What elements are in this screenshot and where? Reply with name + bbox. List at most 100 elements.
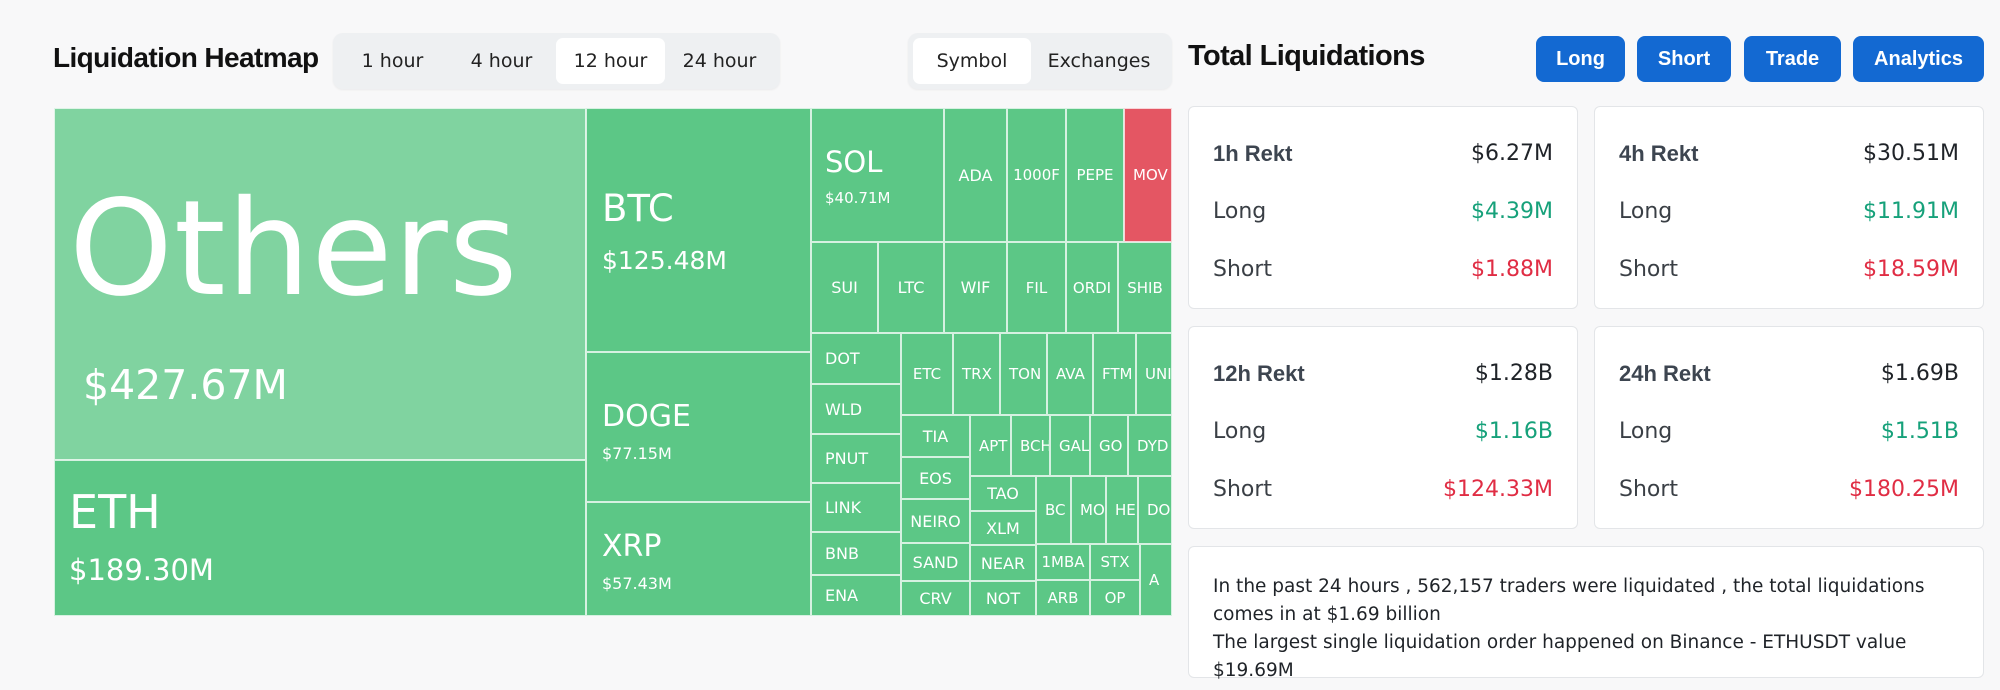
heatmap-tile-near[interactable]: NEAR bbox=[970, 545, 1036, 581]
heatmap-tile-ena[interactable]: ENA bbox=[811, 575, 901, 616]
heatmap-tile-uni[interactable]: UNI bbox=[1136, 333, 1172, 415]
heatmap-tile-link[interactable]: LINK bbox=[811, 483, 901, 532]
tile-value: $57.43M bbox=[602, 574, 672, 593]
long-label: Long bbox=[1213, 419, 1267, 444]
heatmap-tile-xlm[interactable]: XLM bbox=[970, 511, 1036, 545]
long-value: $1.51B bbox=[1880, 419, 1959, 444]
analytics-button[interactable]: Analytics bbox=[1853, 36, 1984, 82]
summary-line-2: The largest single liquidation order hap… bbox=[1213, 632, 1907, 681]
heatmap-tile-arb[interactable]: ARB bbox=[1036, 580, 1090, 616]
heatmap-tile-op[interactable]: OP bbox=[1090, 580, 1140, 616]
heatmap-tile-trx[interactable]: TRX bbox=[953, 333, 1000, 415]
heatmap-tile-eos[interactable]: EOS bbox=[901, 457, 970, 499]
heatmap-tile-others[interactable]: Others $427.67M bbox=[54, 108, 586, 460]
tile-symbol: XLM bbox=[986, 518, 1020, 538]
tile-symbol: WLD bbox=[825, 399, 863, 419]
tab-exchanges[interactable]: Exchanges bbox=[1047, 50, 1151, 72]
heatmap-tile-bch[interactable]: BCH bbox=[1011, 415, 1050, 476]
heatmap-tile-eth[interactable]: ETH $189.30M bbox=[54, 460, 586, 616]
tile-symbol: CRV bbox=[919, 589, 952, 608]
long-value: $11.91M bbox=[1863, 199, 1959, 224]
tile-symbol: TAO bbox=[987, 484, 1019, 503]
tab-1-hour[interactable]: 1 hour bbox=[361, 50, 424, 72]
heatmap-tile-he[interactable]: HE bbox=[1106, 476, 1138, 544]
tile-symbol: LTC bbox=[897, 278, 925, 297]
heatmap-tile-pepe[interactable]: PEPE bbox=[1066, 108, 1124, 242]
tab-24-hour[interactable]: 24 hour bbox=[682, 50, 757, 72]
short-button[interactable]: Short bbox=[1637, 36, 1731, 82]
heatmap-tile-sui[interactable]: SUI bbox=[811, 242, 878, 333]
tile-symbol: MO bbox=[1080, 501, 1105, 519]
heatmap-tile-dot[interactable]: DOT bbox=[811, 333, 901, 384]
heatmap-tile-ton[interactable]: TON bbox=[1000, 333, 1047, 415]
heatmap-tile-ftm[interactable]: FTM bbox=[1093, 333, 1136, 415]
heatmap-tile-ordi[interactable]: ORDI bbox=[1066, 242, 1118, 333]
tile-symbol: FTM bbox=[1102, 365, 1133, 383]
tile-symbol: SUI bbox=[831, 278, 858, 297]
heatmap-tile-pnut[interactable]: PNUT bbox=[811, 434, 901, 483]
heatmap-tile-tao[interactable]: TAO bbox=[970, 476, 1036, 511]
heatmap-tile-etc[interactable]: ETC bbox=[901, 333, 953, 415]
heatmap-tile-shib[interactable]: SHIB bbox=[1118, 242, 1172, 333]
heatmap-tile-ltc[interactable]: LTC bbox=[878, 242, 944, 333]
heatmap-tile-mo[interactable]: MO bbox=[1071, 476, 1106, 544]
card-label: 4h Rekt bbox=[1619, 141, 1699, 166]
heatmap-tile-do[interactable]: DO bbox=[1138, 476, 1172, 544]
heatmap-tile-sand[interactable]: SAND bbox=[901, 543, 970, 581]
heatmap-tile-ada[interactable]: ADA bbox=[944, 108, 1007, 242]
tab-12-hour[interactable]: 12 hour bbox=[556, 38, 665, 84]
tile-value: $77.15M bbox=[602, 444, 672, 463]
tile-symbol: NEIRO bbox=[910, 511, 961, 531]
heatmap-tile-neiro[interactable]: NEIRO bbox=[901, 499, 970, 543]
tile-symbol: DOT bbox=[825, 349, 860, 368]
short-label: Short bbox=[1619, 477, 1679, 502]
heatmap-tile-fil[interactable]: FIL bbox=[1007, 242, 1066, 333]
tile-symbol: SHIB bbox=[1127, 278, 1163, 297]
heatmap-tile-wld[interactable]: WLD bbox=[811, 384, 901, 434]
heatmap-tile-a[interactable]: A bbox=[1140, 544, 1172, 616]
summary-line-1: In the past 24 hours , 562,157 traders w… bbox=[1213, 576, 1925, 625]
heatmap-tile-apt[interactable]: APT bbox=[970, 415, 1011, 476]
heatmap-tile-1mba[interactable]: 1MBA bbox=[1036, 544, 1090, 580]
trade-button[interactable]: Trade bbox=[1744, 36, 1841, 82]
tile-symbol: 1MBA bbox=[1041, 553, 1085, 571]
heatmap-tile-mov[interactable]: MOV bbox=[1124, 108, 1172, 242]
tab-4-hour[interactable]: 4 hour bbox=[470, 50, 533, 72]
heatmap-tile-dyd[interactable]: DYD bbox=[1128, 415, 1172, 476]
tile-symbol: TIA bbox=[922, 426, 949, 446]
heatmap-tile-crv[interactable]: CRV bbox=[901, 581, 970, 616]
heatmap-tile-ava[interactable]: AVA bbox=[1047, 333, 1093, 415]
heatmap-tile-bc[interactable]: BC bbox=[1036, 476, 1071, 544]
tile-symbol: EOS bbox=[919, 468, 952, 488]
rekt-card-12h: 12h Rekt $1.28B Long $1.16B Short $124.33M bbox=[1188, 326, 1578, 529]
short-label: Short bbox=[1213, 257, 1273, 282]
heatmap-tile-not[interactable]: NOT bbox=[970, 581, 1036, 616]
tile-value: $427.67M bbox=[83, 361, 288, 409]
long-value: $4.39M bbox=[1471, 199, 1553, 224]
heatmap-tile-bnb[interactable]: BNB bbox=[811, 532, 901, 575]
tab-symbol[interactable]: Symbol bbox=[913, 38, 1031, 84]
heatmap-tile-wif[interactable]: WIF bbox=[944, 242, 1007, 333]
short-label: Short bbox=[1213, 477, 1273, 502]
heatmap-tile-sol[interactable]: SOL $40.71M bbox=[811, 108, 944, 242]
heatmap-tile-xrp[interactable]: XRP $57.43M bbox=[586, 502, 811, 616]
heatmap-tile-btc[interactable]: BTC $125.48M bbox=[586, 108, 811, 352]
card-label: 12h Rekt bbox=[1213, 361, 1305, 386]
tile-symbol: DO bbox=[1147, 501, 1171, 519]
long-button[interactable]: Long bbox=[1536, 36, 1625, 82]
card-total: $30.51M bbox=[1863, 141, 1959, 166]
tile-symbol: APT bbox=[979, 436, 1008, 455]
heatmap-tile-go[interactable]: GO bbox=[1090, 415, 1128, 476]
heatmap-tile-stx[interactable]: STX bbox=[1090, 544, 1140, 580]
heatmap-tile-tia[interactable]: TIA bbox=[901, 415, 970, 457]
tile-symbol: GO bbox=[1099, 436, 1123, 455]
tile-symbol: OP bbox=[1104, 589, 1126, 607]
heatmap-tile-1000f[interactable]: 1000F bbox=[1007, 108, 1066, 242]
heatmap-tile-gal[interactable]: GAL bbox=[1050, 415, 1090, 476]
tile-value: $40.71M bbox=[825, 189, 891, 207]
heatmap-tile-doge[interactable]: DOGE $77.15M bbox=[586, 352, 811, 502]
short-value: $1.88M bbox=[1471, 257, 1553, 282]
tile-symbol: Others bbox=[69, 172, 519, 326]
liquidation-summary: In the past 24 hours , 562,157 traders w… bbox=[1188, 546, 1984, 681]
tile-symbol: BCH bbox=[1020, 436, 1050, 455]
